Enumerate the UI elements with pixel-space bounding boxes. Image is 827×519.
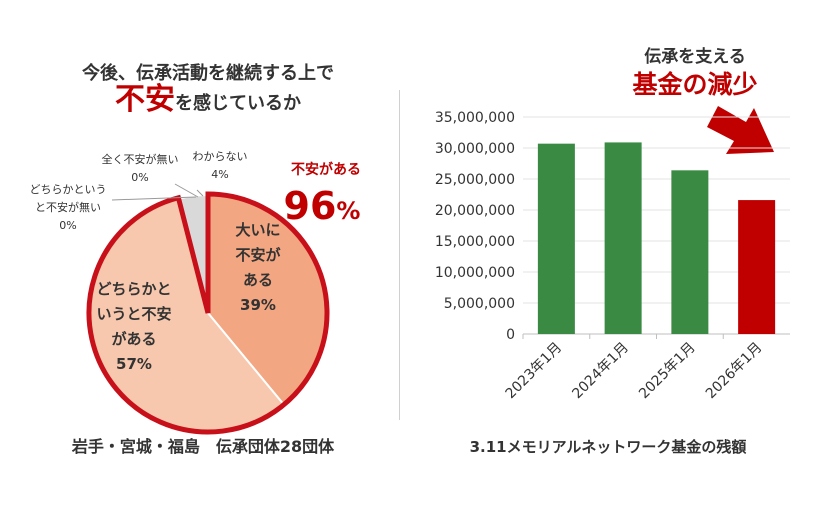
y-tick-label-2: 10,000,000 [435, 265, 515, 281]
bar-3 [738, 200, 776, 334]
pie-title-line2: 不安を感じているか [115, 82, 301, 117]
x-tick-label-1: 2024年1月 [569, 340, 632, 403]
bar-annotation-line2: 基金の減少 [632, 70, 757, 99]
pie-leader-line-4 [196, 189, 204, 197]
bar-chart: 0 5,000,000 10,000,000 15,000,000 20,000,000… [435, 110, 790, 402]
pie-caption: 岩手・宮城・福島 伝承団体28団体 [71, 437, 335, 456]
y-tick-label-7: 35,000,000 [435, 110, 515, 126]
y-tick-label-5: 25,000,000 [435, 172, 515, 188]
callout-unit: % [336, 197, 360, 225]
y-tick-label-3: 15,000,000 [435, 234, 515, 250]
y-tick-label-1: 5,000,000 [444, 296, 515, 312]
x-tick-label-3: 2026年1月 [703, 340, 766, 403]
pie-leader-line-2 [111, 196, 197, 201]
pie-slice-label-1: どちらかというと不安がある 57% [96, 280, 171, 373]
section-divider [399, 90, 400, 420]
callout-value-group: 96% [284, 184, 361, 228]
callout-value: 96 [284, 184, 337, 228]
pie-slice-label-4: わからない 4% [193, 150, 248, 181]
y-tick-label-6: 30,000,000 [435, 141, 515, 157]
bar-1 [604, 142, 642, 334]
pie-slice-label-0: 大いに不安がある 39% [235, 221, 281, 314]
pie-title-emphasis: 不安 [115, 82, 175, 117]
bar-2 [671, 170, 709, 334]
pie-leader-line-3 [174, 183, 199, 198]
y-tick-label-4: 20,000,000 [435, 203, 515, 219]
y-tick-label-0: 0 [506, 327, 515, 343]
bar-annotation-line1: 伝承を支える [644, 46, 746, 67]
bar-0 [537, 143, 575, 334]
pie-slice-label-3: 全く不安が無い 0% [102, 152, 179, 184]
x-tick-label-2: 2025年1月 [636, 340, 699, 403]
pie-title-line1: 今後、伝承活動を継続する上で [82, 62, 334, 84]
bar-caption: 3.11メモリアルネットワーク基金の残額 [470, 438, 747, 456]
pie-chart: 大いに不安がある 39% どちらかというと不安がある 57% どちらかというと不安が無い… [30, 150, 330, 435]
pie-slice-label-2: どちらかというと不安が無い 0% [30, 183, 107, 232]
pie-title-rest: を感じているか [175, 92, 301, 114]
decrease-arrow-icon [707, 106, 774, 154]
pie-highlight-outline [86, 191, 330, 435]
callout-label: 不安がある [291, 161, 361, 178]
x-tick-label-0: 2023年1月 [503, 340, 566, 403]
